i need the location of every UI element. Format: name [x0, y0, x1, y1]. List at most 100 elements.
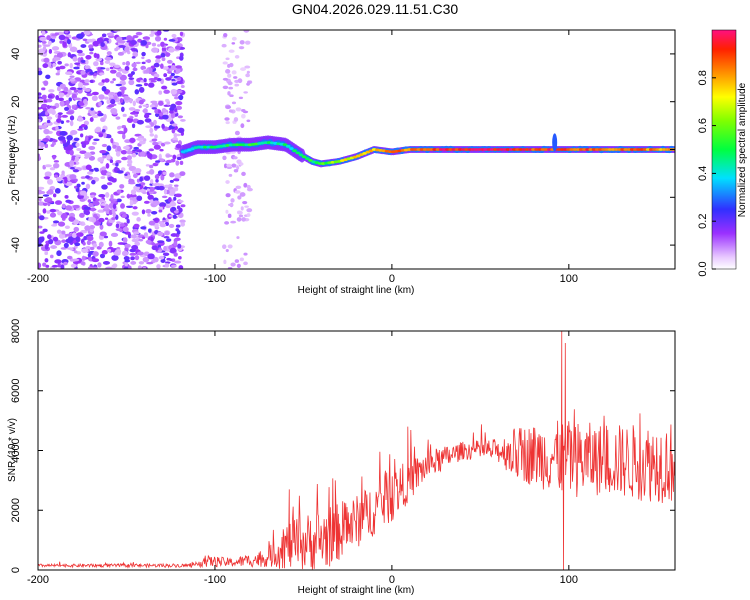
noise-dot [170, 88, 178, 95]
noise-dot [44, 258, 49, 263]
x-tick-label: 100 [560, 574, 578, 586]
noise-dot [124, 243, 131, 248]
noise-dot [106, 99, 111, 105]
noise-dot [56, 250, 62, 257]
noise-dot [134, 241, 141, 246]
noise-dot [225, 57, 230, 61]
noise-dot [225, 121, 230, 125]
noise-dot [141, 236, 146, 240]
noise-dot [131, 62, 137, 68]
noise-dot [162, 219, 167, 223]
noise-dot [76, 183, 81, 188]
snr-data [38, 331, 675, 570]
noise-dot [142, 266, 147, 269]
noise-dot [83, 98, 88, 105]
noise-dot [68, 97, 72, 102]
noise-dot [71, 105, 76, 110]
noise-dot [222, 85, 229, 90]
noise-dot [170, 103, 177, 109]
noise-dot [55, 125, 59, 131]
noise-dot [120, 203, 125, 209]
colorbar-tick-label: 0.4 [697, 166, 709, 181]
noise-dot [122, 237, 128, 244]
noise-dot [239, 40, 245, 45]
noise-dot [112, 144, 117, 149]
noise-dot [42, 228, 48, 233]
noise-dot [149, 168, 155, 175]
noise-dot [135, 31, 143, 36]
noise-dot [80, 44, 87, 48]
noise-dot [136, 251, 144, 256]
noise-dot [152, 218, 159, 221]
track-peak [282, 143, 288, 147]
track-peak [502, 148, 508, 151]
noise-dot [38, 113, 45, 117]
noise-dot [69, 46, 78, 53]
noise-dot [56, 118, 62, 123]
noise-dot [134, 108, 141, 112]
noise-dot [231, 70, 237, 75]
noise-dot [178, 255, 182, 260]
noise-dot [45, 264, 50, 268]
noise-dot [66, 135, 73, 141]
noise-dot [86, 240, 92, 246]
noise-dot [225, 105, 232, 109]
noise-dot [100, 205, 105, 209]
noise-dot [156, 264, 161, 269]
noise-dot [132, 173, 138, 179]
noise-dot [64, 63, 69, 67]
noise-dot [38, 215, 45, 221]
noise-dot [93, 61, 99, 67]
noise-dot [130, 234, 137, 239]
track-peak [623, 148, 629, 151]
noise-dot [115, 116, 121, 120]
noise-dot [72, 169, 80, 173]
noise-dot [60, 120, 65, 124]
noise-dot [122, 113, 127, 117]
track-peak [524, 148, 530, 151]
track-peak [457, 148, 463, 151]
noise-dot [74, 62, 81, 65]
noise-dot [122, 133, 126, 140]
noise-dot [114, 47, 119, 52]
noise-dot [84, 88, 91, 92]
noise-dot [51, 264, 59, 268]
noise-dot [65, 238, 73, 244]
noise-dot [148, 148, 155, 152]
noise-dot [81, 255, 86, 261]
noise-dot [57, 211, 63, 216]
noise-dot [57, 221, 66, 227]
noise-dot [69, 115, 75, 121]
noise-dot [106, 154, 111, 160]
noise-dot [67, 144, 74, 151]
colorbar-tick-label: 0.0 [697, 261, 709, 276]
noise-dot [82, 38, 88, 42]
noise-dot [227, 213, 232, 219]
track-peak [629, 148, 635, 151]
noise-dot [72, 56, 78, 62]
noise-dot [93, 52, 98, 59]
noise-dot [223, 259, 227, 265]
noise-dot [122, 61, 126, 66]
noise-dot [148, 228, 152, 233]
noise-dot [71, 232, 78, 238]
noise-dot [158, 202, 167, 208]
noise-dot [233, 156, 238, 160]
noise-dot [69, 78, 76, 82]
track-peak [655, 148, 660, 151]
noise-dot [136, 217, 141, 222]
noise-dot [119, 98, 124, 104]
noise-dot [242, 200, 248, 205]
noise-dot [89, 225, 95, 230]
noise-dot [132, 67, 138, 72]
noise-dot [136, 137, 144, 141]
noise-dot [139, 176, 143, 182]
track-peak [467, 148, 473, 151]
noise-dot [115, 71, 122, 78]
x-tick-label: -100 [204, 574, 226, 586]
noise-dot [43, 176, 51, 180]
noise-dot [105, 266, 113, 269]
noise-dot [233, 168, 239, 173]
noise-dot [77, 117, 84, 122]
noise-dot [121, 82, 126, 85]
